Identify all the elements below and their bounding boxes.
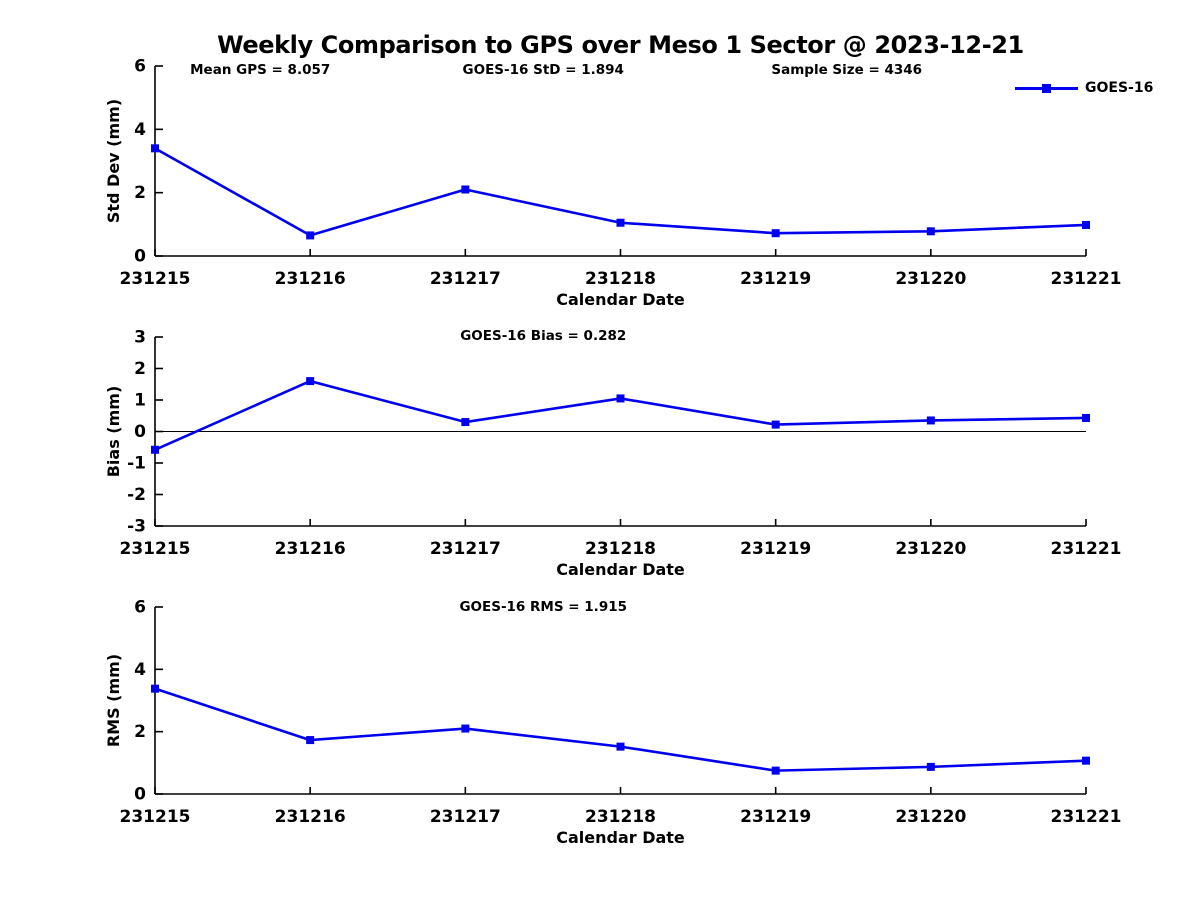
x-tick-label: 231221	[1051, 807, 1122, 827]
x-tick-label: 231217	[430, 807, 501, 827]
series-line-goes-16	[154, 379, 1087, 451]
data-point	[461, 185, 470, 194]
x-tick-label: 231215	[120, 269, 191, 289]
panel-rms: 0 2 4 6 231215 231216 231217 231218 231219 231220…	[104, 598, 1121, 848]
x-tick-label: 231218	[585, 807, 656, 827]
data-point	[771, 229, 780, 238]
x-tick-label: 231221	[1051, 539, 1122, 559]
data-point	[926, 762, 935, 771]
y-tick-label: 1	[134, 391, 146, 411]
data-point	[926, 227, 935, 236]
data-point	[306, 377, 315, 386]
data-point	[461, 418, 470, 427]
x-axis-label: Calendar Date	[556, 560, 685, 579]
x-tick-label: 231219	[740, 269, 811, 289]
y-tick-label: 0	[134, 422, 146, 442]
x-tick-label: 231215	[120, 539, 191, 559]
x-tick-label: 231221	[1051, 269, 1122, 289]
legend-line-sample	[1015, 81, 1078, 95]
y-tick-label: 2	[134, 722, 146, 742]
data-point	[926, 416, 935, 425]
series-line-goes-16	[154, 687, 1087, 772]
y-axis-label: RMS (mm)	[104, 654, 123, 747]
panel-annotation: Mean GPS = 8.057	[190, 62, 330, 78]
data-point	[1082, 756, 1090, 765]
panel-annotation: GOES-16 Bias = 0.282	[460, 328, 626, 344]
data-point	[771, 420, 780, 429]
data-point	[1082, 413, 1090, 422]
x-tick-label: 231217	[430, 539, 501, 559]
x-tick-label: 231217	[430, 269, 501, 289]
panel-annotation: Sample Size = 4346	[771, 62, 922, 78]
x-tick-label: 231219	[740, 807, 811, 827]
data-point	[1082, 220, 1090, 229]
y-tick-label: -2	[127, 485, 146, 505]
data-point	[306, 231, 315, 240]
chart-title: Weekly Comparison to GPS over Meso 1 Sec…	[217, 31, 1024, 59]
x-tick-label: 231220	[895, 269, 966, 289]
y-tick-label: 6	[134, 598, 146, 618]
legend: GOES-16	[1015, 80, 1154, 96]
x-tick-label: 231215	[120, 807, 191, 827]
y-axis-label: Std Dev (mm)	[104, 99, 123, 223]
y-tick-label: 6	[134, 57, 146, 77]
x-tick-label: 231218	[585, 539, 656, 559]
y-tick-label: 3	[134, 328, 146, 348]
x-tick-label: 231216	[275, 807, 346, 827]
y-tick-label: 2	[134, 183, 146, 203]
data-point	[151, 684, 159, 693]
y-tick-label: 2	[134, 359, 146, 379]
y-tick-label: 0	[134, 247, 146, 267]
x-tick-label: 231220	[895, 807, 966, 827]
panel-annotation: GOES-16 RMS = 1.915	[459, 599, 627, 615]
x-tick-label: 231219	[740, 539, 811, 559]
data-point	[151, 445, 159, 454]
y-tick-label: -3	[127, 517, 146, 537]
legend-square-marker-icon	[1042, 84, 1051, 93]
x-tick-label: 231220	[895, 539, 966, 559]
data-point	[461, 724, 470, 733]
data-point	[771, 766, 780, 775]
panel-std-dev: 0 2 4 6 231215 231216 231217 231218 231219 231220…	[104, 57, 1121, 310]
data-point	[616, 394, 625, 403]
x-tick-label: 231218	[585, 269, 656, 289]
data-point	[151, 144, 159, 153]
y-axis-label: Bias (mm)	[104, 386, 123, 478]
y-tick-label: 4	[134, 660, 146, 680]
legend-label: GOES-16	[1085, 80, 1154, 96]
data-point	[306, 736, 315, 745]
x-axis-label: Calendar Date	[556, 290, 685, 309]
panel-annotation: GOES-16 StD = 1.894	[463, 62, 624, 78]
y-tick-label: 4	[134, 120, 146, 140]
x-tick-label: 231216	[275, 269, 346, 289]
x-tick-label: 231216	[275, 539, 346, 559]
y-tick-label: -1	[127, 454, 146, 474]
y-tick-label: 0	[134, 785, 146, 805]
data-point	[616, 218, 625, 227]
x-axis-label: Calendar Date	[556, 828, 685, 847]
data-point	[616, 742, 625, 751]
